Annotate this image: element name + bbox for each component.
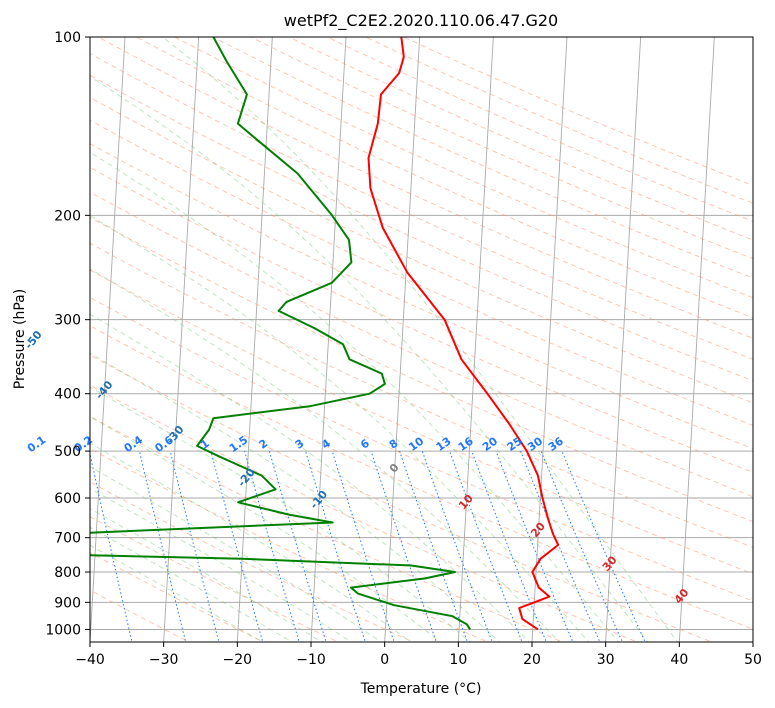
y-tick-label: 800: [54, 565, 81, 581]
isotherm-line: [384, 37, 421, 642]
dry-adiabat-line: [90, 242, 753, 548]
mixing-ratio-line: [370, 450, 437, 642]
plot-frame: [89, 36, 754, 643]
moist-adiabat-line: [90, 151, 619, 642]
x-tick-label: 0: [380, 652, 389, 668]
x-tick-label: −10: [296, 652, 326, 668]
dry-adiabat-line: [97, 37, 753, 339]
x-tick-label: −40: [75, 652, 105, 668]
dry-adiabat-line: [90, 74, 753, 382]
y-tick-label: 500: [54, 444, 81, 460]
x-tick-label: 50: [744, 652, 762, 668]
mixing-ratio-line: [421, 450, 493, 642]
dry-adiabat-line: [90, 191, 753, 498]
moist-adiabat-line: [90, 76, 649, 642]
x-tick-label: −30: [149, 652, 179, 668]
dry-adiabat-line: [90, 589, 190, 642]
moist-adiabat-line: [90, 442, 412, 642]
moist-adiabat-line: [90, 466, 382, 642]
isotherm-line: [310, 37, 347, 642]
y-tick-label: 900: [54, 595, 81, 611]
y-axis-label: Pressure (hPa): [12, 289, 28, 389]
mixing-ratio-line: [90, 451, 133, 642]
background-lines: [90, 37, 753, 642]
y-tick-label: 600: [54, 491, 81, 507]
x-axis-label: Temperature (°C): [360, 681, 482, 697]
y-tick-label: 1000: [45, 622, 81, 638]
isotherm-line: [163, 37, 200, 642]
y-axis-ticks: 100 200 300 400 500 600 700 800 900 1000: [45, 30, 90, 638]
dry-adiabat-line: [90, 384, 639, 642]
mixing-ratio-line: [138, 450, 187, 642]
moist-adiabat-line: [90, 268, 560, 642]
moist-adiabat-line: [90, 544, 264, 642]
dry-adiabat-line: [90, 216, 753, 523]
y-tick-label: 400: [54, 387, 81, 403]
mixing-ratio-line: [495, 450, 574, 642]
moist-adiabat-line: [90, 352, 501, 642]
isotherm-line: [90, 37, 126, 642]
mixing-ratio-line: [169, 450, 220, 642]
isotherm-line: [457, 37, 494, 642]
moist-adiabat-line: [90, 526, 293, 642]
mixing-ratio-line: [305, 450, 366, 642]
dry-adiabat-line: [90, 552, 265, 642]
dry-adiabat-line: [90, 297, 753, 602]
dry-adiabat-line: [90, 448, 489, 642]
dry-adiabat-line: [90, 143, 753, 450]
mixing-ratio-line: [244, 450, 300, 642]
moist-adiabat-line: [90, 507, 323, 642]
isotherm-line: [605, 37, 642, 642]
isotherm-line: [236, 37, 273, 642]
mixing-ratio-line: [471, 450, 547, 642]
y-tick-label: 200: [54, 208, 81, 224]
moist-adiabat-line: [161, 37, 678, 642]
x-tick-label: −20: [223, 652, 253, 668]
mixing-ratio-line: [268, 450, 327, 642]
isotherm-line: [531, 37, 568, 642]
x-tick-label: 20: [523, 652, 541, 668]
x-tick-label: 10: [449, 652, 467, 668]
x-tick-label: 40: [670, 652, 688, 668]
moist-adiabat-line: [90, 214, 590, 642]
dry-adiabat-line: [90, 325, 753, 630]
isotherm-line: [678, 37, 715, 642]
dry-adiabat-line: [135, 37, 753, 319]
moist-adiabat-line: [90, 313, 531, 642]
chart-title: wetPf2_C2E2.2020.110.06.47.G20: [284, 11, 558, 31]
mixing-ratio-line: [331, 450, 395, 642]
dry-adiabat-line: [90, 119, 753, 426]
y-tick-label: 100: [54, 30, 81, 46]
dry-adiabat-line: [90, 354, 713, 642]
mixing-ratio-line: [210, 450, 264, 642]
x-axis-ticks: −40 −30 −20 −10 0 10 20 30 40 50: [75, 642, 762, 668]
dry-adiabat-line: [90, 481, 415, 642]
mixing-ratio-line: [449, 450, 523, 642]
y-tick-label: 700: [54, 531, 81, 547]
y-tick-label: 300: [54, 313, 81, 329]
x-tick-label: 30: [597, 652, 615, 668]
